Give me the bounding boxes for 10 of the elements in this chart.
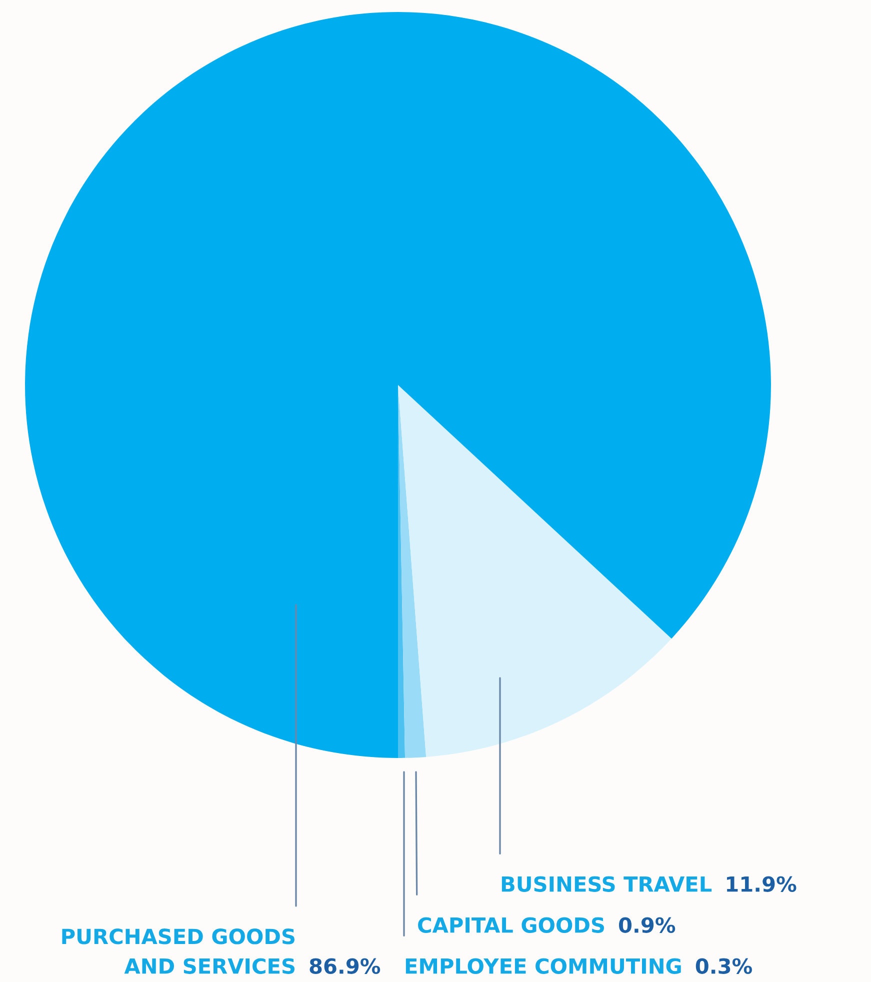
slice-label: PURCHASED GOODS AND SERVICES [62, 928, 294, 974]
slice-label: EMPLOYEE COMMUTING [406, 958, 681, 974]
data-label: 0.9% [619, 917, 676, 933]
data-label: 11.9% [726, 876, 796, 892]
slice-label: BUSINESS TRAVEL [502, 876, 712, 892]
data-label: 86.9% [310, 958, 380, 974]
pie-slice [398, 385, 672, 757]
pie-slice [25, 12, 771, 758]
data-label: 0.3% [696, 958, 752, 974]
slice-label: CAPITAL GOODS [418, 917, 604, 933]
